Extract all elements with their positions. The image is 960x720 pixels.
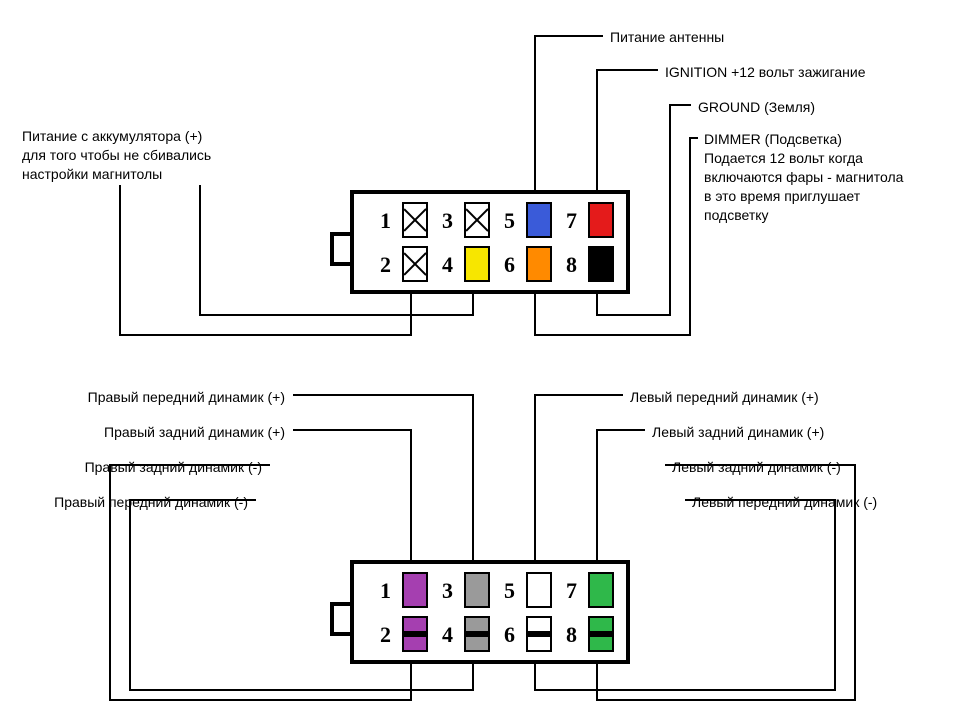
pin-num-8: 8 bbox=[566, 252, 577, 278]
pin-num-7: 7 bbox=[566, 578, 577, 604]
pin-3 bbox=[464, 572, 490, 608]
pin-num-4: 4 bbox=[442, 252, 453, 278]
pin-5 bbox=[526, 202, 552, 238]
pin-num-5: 5 bbox=[504, 578, 515, 604]
pin-num-1: 1 bbox=[380, 578, 391, 604]
pin-num-8: 8 bbox=[566, 622, 577, 648]
pin-4 bbox=[464, 246, 490, 282]
pin-num-5: 5 bbox=[504, 208, 515, 234]
pin-num-6: 6 bbox=[504, 252, 515, 278]
pin-4 bbox=[464, 616, 490, 652]
pin-num-2: 2 bbox=[380, 252, 391, 278]
pin-7 bbox=[588, 202, 614, 238]
pin-num-7: 7 bbox=[566, 208, 577, 234]
pin-1 bbox=[402, 202, 428, 238]
connector-b: 1 2 3 4 5 6 7 8 bbox=[350, 560, 630, 664]
pin-num-1: 1 bbox=[380, 208, 391, 234]
pin-2 bbox=[402, 616, 428, 652]
pin-8 bbox=[588, 246, 614, 282]
pin-num-3: 3 bbox=[442, 578, 453, 604]
pin-num-4: 4 bbox=[442, 622, 453, 648]
pin-6 bbox=[526, 616, 552, 652]
pin-1 bbox=[402, 572, 428, 608]
pin-7 bbox=[588, 572, 614, 608]
pin-num-2: 2 bbox=[380, 622, 391, 648]
connector-a: 1 2 3 4 5 6 7 8 bbox=[350, 190, 630, 294]
pin-8 bbox=[588, 616, 614, 652]
pin-2 bbox=[402, 246, 428, 282]
pin-5 bbox=[526, 572, 552, 608]
pin-num-6: 6 bbox=[504, 622, 515, 648]
pin-6 bbox=[526, 246, 552, 282]
pin-3 bbox=[464, 202, 490, 238]
pin-num-3: 3 bbox=[442, 208, 453, 234]
